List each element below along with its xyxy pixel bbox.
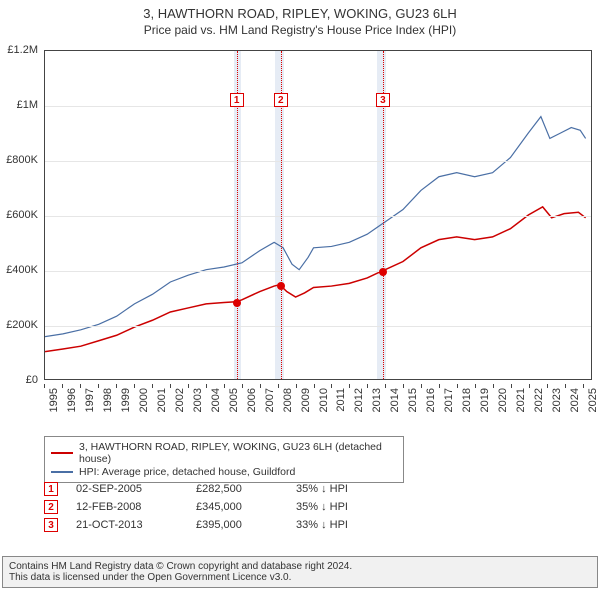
title-line2: Price paid vs. HM Land Registry's House … xyxy=(0,23,600,37)
x-tick-label: 2016 xyxy=(425,388,437,412)
x-tick-label: 2015 xyxy=(407,388,419,412)
legend-swatch-icon xyxy=(51,471,73,473)
x-tick-label: 2025 xyxy=(587,388,599,412)
x-tick-label: 2021 xyxy=(515,388,527,412)
event-flag-icon: 3 xyxy=(44,518,58,532)
x-tick-label: 1995 xyxy=(48,388,60,412)
y-tick-label: £600K xyxy=(6,209,38,221)
event-price: £395,000 xyxy=(196,519,296,531)
x-tick-label: 2022 xyxy=(533,388,545,412)
event-date: 21-OCT-2013 xyxy=(76,519,196,531)
event-row: 3 21-OCT-2013 £395,000 33% ↓ HPI xyxy=(44,518,386,532)
sale-dot-marker xyxy=(379,268,387,276)
footer-line1: Contains HM Land Registry data © Crown c… xyxy=(9,561,591,572)
legend-label: HPI: Average price, detached house, Guil… xyxy=(79,466,295,478)
event-row: 2 12-FEB-2008 £345,000 35% ↓ HPI xyxy=(44,500,386,514)
y-tick-label: £1.2M xyxy=(7,44,38,56)
x-tick-label: 1999 xyxy=(120,388,132,412)
y-tick-label: £400K xyxy=(6,264,38,276)
footer-attribution: Contains HM Land Registry data © Crown c… xyxy=(2,556,598,588)
x-tick-label: 2000 xyxy=(138,388,150,412)
event-price: £345,000 xyxy=(196,501,296,513)
x-tick-label: 2018 xyxy=(461,388,473,412)
x-tick-label: 2012 xyxy=(353,388,365,412)
event-date: 02-SEP-2005 xyxy=(76,483,196,495)
y-tick-label: £0 xyxy=(26,374,38,386)
event-pct: 35% ↓ HPI xyxy=(296,483,386,495)
sale-events-list: 1 02-SEP-2005 £282,500 35% ↓ HPI 2 12-FE… xyxy=(44,478,386,536)
chart-title-block: 3, HAWTHORN ROAD, RIPLEY, WOKING, GU23 6… xyxy=(0,0,600,37)
chart-plot-area: 1 2 3 xyxy=(44,50,592,380)
x-tick-label: 2002 xyxy=(174,388,186,412)
x-tick-label: 2006 xyxy=(246,388,258,412)
x-tick-label: 1996 xyxy=(66,388,78,412)
y-tick-label: £800K xyxy=(6,154,38,166)
x-axis-labels: 1995 1996 1997 1998 1999 2000 2001 2002 2003 2004… xyxy=(44,384,592,434)
sale-dot-marker xyxy=(233,299,241,307)
x-tick-label: 1998 xyxy=(102,388,114,412)
event-flag-icon: 1 xyxy=(44,482,58,496)
chart-svg xyxy=(45,51,591,379)
x-tick-label: 2011 xyxy=(335,388,347,412)
x-tick-label: 2003 xyxy=(192,388,204,412)
legend-label: 3, HAWTHORN ROAD, RIPLEY, WOKING, GU23 6… xyxy=(79,441,397,465)
x-tick-label: 2007 xyxy=(264,388,276,412)
x-tick-label: 2020 xyxy=(497,388,509,412)
sale-dot-marker xyxy=(277,282,285,290)
x-tick-label: 2004 xyxy=(210,388,222,412)
event-pct: 35% ↓ HPI xyxy=(296,501,386,513)
chart-flag-marker: 1 xyxy=(230,93,244,107)
chart-legend: 3, HAWTHORN ROAD, RIPLEY, WOKING, GU23 6… xyxy=(44,436,404,483)
event-price: £282,500 xyxy=(196,483,296,495)
event-flag-icon: 2 xyxy=(44,500,58,514)
y-axis-labels: £0£200K£400K£600K£800K£1M£1.2M xyxy=(0,50,42,380)
x-tick-label: 2010 xyxy=(318,388,330,412)
x-tick-label: 2017 xyxy=(443,388,455,412)
x-tick-label: 2009 xyxy=(300,388,312,412)
legend-item: HPI: Average price, detached house, Guil… xyxy=(51,466,397,478)
x-tick-label: 2014 xyxy=(389,388,401,412)
x-tick-label: 2001 xyxy=(156,388,168,412)
event-row: 1 02-SEP-2005 £282,500 35% ↓ HPI xyxy=(44,482,386,496)
x-tick-label: 2013 xyxy=(371,388,383,412)
event-date: 12-FEB-2008 xyxy=(76,501,196,513)
legend-swatch-icon xyxy=(51,452,73,454)
y-tick-label: £200K xyxy=(6,319,38,331)
legend-item: 3, HAWTHORN ROAD, RIPLEY, WOKING, GU23 6… xyxy=(51,441,397,465)
x-tick-label: 2023 xyxy=(551,388,563,412)
title-line1: 3, HAWTHORN ROAD, RIPLEY, WOKING, GU23 6… xyxy=(0,6,600,21)
footer-line2: This data is licensed under the Open Gov… xyxy=(9,572,591,583)
y-tick-label: £1M xyxy=(17,99,38,111)
x-tick-label: 2008 xyxy=(282,388,294,412)
x-tick-label: 2005 xyxy=(228,388,240,412)
event-pct: 33% ↓ HPI xyxy=(296,519,386,531)
x-tick-label: 2019 xyxy=(479,388,491,412)
chart-flag-marker: 2 xyxy=(274,93,288,107)
x-tick-label: 2024 xyxy=(569,388,581,412)
chart-flag-marker: 3 xyxy=(376,93,390,107)
x-tick-label: 1997 xyxy=(84,388,96,412)
